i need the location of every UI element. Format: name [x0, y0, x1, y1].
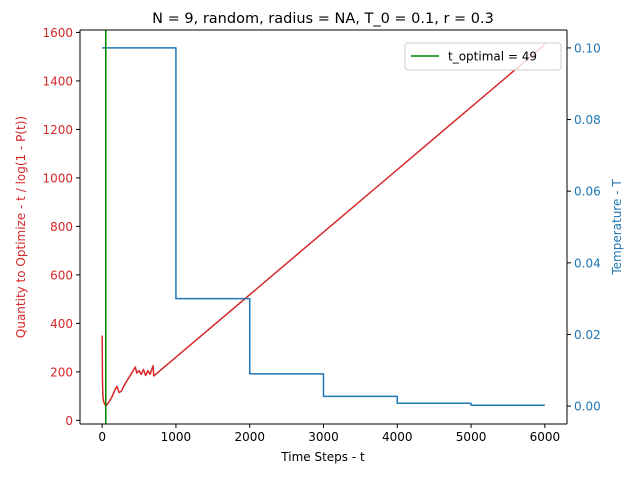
y-right-tick-label: 0.02	[574, 328, 601, 342]
series-layer	[101, 30, 546, 424]
y-axis-left-ticks: 0 200 400 600 800 1000 1200 1400 1600	[42, 26, 80, 428]
y-left-tick-label: 1000	[42, 171, 73, 185]
y-axis-right-label: Temperature - T	[610, 179, 624, 276]
legend-box	[404, 42, 562, 71]
y-left-tick-label: 600	[50, 268, 73, 282]
legend-optimal-label: t_optimal = 49	[448, 50, 537, 64]
y-right-tick-label: 0.06	[574, 185, 601, 199]
y-left-tick-label: 0	[65, 414, 73, 428]
x-axis-label: Time Steps - t	[280, 450, 365, 464]
y-axis-right-ticks: 0.00 0.02 0.04 0.06 0.08 0.10	[567, 41, 601, 414]
y-left-tick-label: 400	[50, 317, 73, 331]
chart-title: N = 9, random, radius = NA, T_0 = 0.1, r…	[152, 11, 494, 27]
y-right-tick-label: 0.08	[574, 113, 601, 127]
x-tick-label: 5000	[456, 430, 487, 444]
temperature-line	[102, 47, 545, 406]
y-left-tick-label: 1400	[42, 74, 73, 88]
x-tick-label: 2000	[234, 430, 265, 444]
x-tick-label: 1000	[161, 430, 192, 444]
y-left-tick-label: 800	[50, 220, 73, 234]
y-axis-left-label: Quantity to Optimize - t / log(1 - P(t))	[14, 116, 28, 338]
x-tick-label: 0	[98, 430, 106, 444]
x-tick-label: 6000	[530, 430, 561, 444]
y-right-tick-label: 0.00	[574, 400, 601, 414]
y-left-tick-label: 1600	[42, 26, 73, 40]
quantity-line	[101, 43, 546, 407]
x-tick-label: 3000	[308, 430, 339, 444]
y-right-tick-label: 0.04	[574, 256, 601, 270]
x-axis-ticks: 0 1000 2000 3000 4000 5000 6000	[98, 424, 560, 444]
y-right-tick-label: 0.10	[574, 41, 601, 55]
y-left-tick-label: 1200	[42, 123, 73, 137]
legend: t_optimal = 49	[404, 42, 562, 71]
y-left-tick-label: 200	[50, 365, 73, 379]
x-tick-label: 4000	[382, 430, 413, 444]
plot-background	[80, 30, 567, 424]
